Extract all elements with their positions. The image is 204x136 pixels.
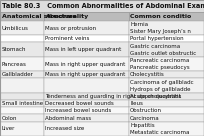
- Text: Hernia: Hernia: [130, 22, 148, 27]
- Bar: [0, 122, 44, 136]
- Bar: [44, 122, 129, 136]
- Bar: [0, 21, 44, 35]
- Bar: [0, 93, 44, 100]
- Bar: [0, 0, 204, 12]
- Text: Pancreas: Pancreas: [2, 61, 27, 67]
- Bar: [0, 114, 44, 122]
- Bar: [44, 12, 129, 21]
- Bar: [129, 114, 204, 122]
- Text: Metastatic carcinoma: Metastatic carcinoma: [130, 130, 190, 135]
- Bar: [129, 93, 204, 100]
- Text: Abdominal mass: Abdominal mass: [45, 115, 92, 120]
- Bar: [44, 57, 129, 71]
- Text: Mass in right upper quadrant: Mass in right upper quadrant: [45, 72, 126, 77]
- Text: Increased bowel sounds: Increased bowel sounds: [45, 108, 112, 113]
- Text: Sister Mary Joseph’s n: Sister Mary Joseph’s n: [130, 29, 191, 34]
- Text: Abnormality: Abnormality: [45, 14, 89, 19]
- Text: Decreased bowel sounds: Decreased bowel sounds: [45, 101, 114, 106]
- Bar: [129, 107, 204, 114]
- Bar: [0, 57, 44, 71]
- Text: Hydrops of gallbladde: Hydrops of gallbladde: [130, 87, 191, 92]
- Bar: [0, 78, 44, 93]
- Bar: [44, 71, 129, 78]
- Text: Pancreatic carcinoma: Pancreatic carcinoma: [130, 58, 190, 63]
- Bar: [129, 71, 204, 78]
- Bar: [129, 57, 204, 71]
- Bar: [44, 21, 129, 35]
- Text: Gastric carcinoma: Gastric carcinoma: [130, 44, 180, 49]
- Text: Gastric outlet obstructic: Gastric outlet obstructic: [130, 51, 196, 56]
- Text: Small intestine: Small intestine: [2, 101, 43, 106]
- Text: Anatomical structure: Anatomical structure: [2, 14, 76, 19]
- Bar: [0, 100, 44, 107]
- Text: Obstruction: Obstruction: [130, 108, 162, 113]
- Bar: [44, 78, 129, 93]
- Text: Stomach: Stomach: [2, 47, 26, 52]
- Text: Increased size: Increased size: [45, 126, 85, 131]
- Bar: [129, 42, 204, 57]
- Text: Ileus: Ileus: [130, 101, 143, 106]
- Bar: [0, 12, 44, 21]
- Bar: [0, 42, 44, 57]
- Text: Gallbladder: Gallbladder: [2, 72, 33, 77]
- Bar: [0, 107, 44, 114]
- Text: Prominent veins: Prominent veins: [45, 36, 90, 41]
- Bar: [44, 35, 129, 42]
- Text: Portal hypertension: Portal hypertension: [130, 36, 184, 41]
- Text: Mass in left upper quadrant: Mass in left upper quadrant: [45, 47, 122, 52]
- Text: Carcinoma of gallbladc: Carcinoma of gallbladc: [130, 80, 194, 84]
- Text: Umbilicus: Umbilicus: [2, 26, 29, 30]
- Text: Colon: Colon: [2, 115, 17, 120]
- Bar: [129, 21, 204, 35]
- Text: Mass or protrusion: Mass or protrusion: [45, 26, 97, 30]
- Text: Mass in right upper quadrant: Mass in right upper quadrant: [45, 61, 126, 67]
- Bar: [129, 35, 204, 42]
- Text: Hepatitis: Hepatitis: [130, 123, 155, 128]
- Text: Tenderness and guarding in right upper quadrant: Tenderness and guarding in right upper q…: [45, 94, 181, 99]
- Bar: [44, 107, 129, 114]
- Bar: [44, 42, 129, 57]
- Text: Liver: Liver: [2, 126, 15, 131]
- Bar: [129, 122, 204, 136]
- Bar: [0, 35, 44, 42]
- Bar: [44, 100, 129, 107]
- Text: Acute cholecystitis: Acute cholecystitis: [130, 94, 182, 99]
- Bar: [44, 114, 129, 122]
- Bar: [129, 100, 204, 107]
- Text: Carcinoma: Carcinoma: [130, 115, 160, 120]
- Bar: [129, 78, 204, 93]
- Bar: [129, 12, 204, 21]
- Text: Table 80.3   Common Abnormalities of Abdominal Examination: Table 80.3 Common Abnormalities of Abdom…: [2, 3, 204, 9]
- Bar: [44, 93, 129, 100]
- Text: Pancreatic pseudocys: Pancreatic pseudocys: [130, 65, 190, 70]
- Text: Common conditio: Common conditio: [130, 14, 191, 19]
- Text: Cholecystitis: Cholecystitis: [130, 72, 165, 77]
- Bar: [0, 71, 44, 78]
